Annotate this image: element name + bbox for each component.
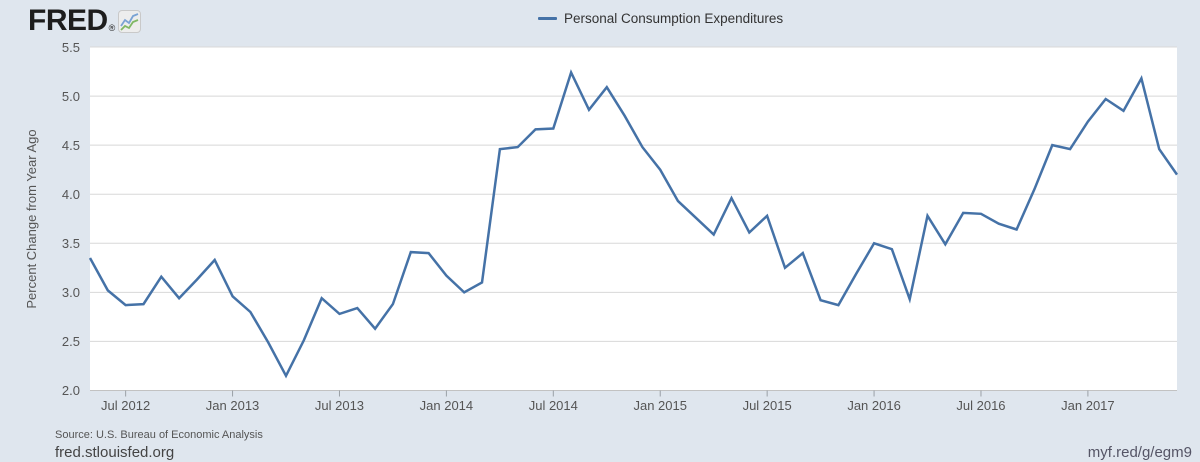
- plot-area: [90, 47, 1177, 391]
- y-tick-label: 2.0: [61, 383, 80, 398]
- x-tick-label: Jan 2013: [205, 398, 260, 413]
- y-tick-label: 4.0: [61, 186, 80, 202]
- y-tick-label: 5.0: [61, 88, 80, 104]
- pce-line-chart: [88, 46, 1179, 397]
- series-line: [88, 69, 1179, 379]
- fred-site-link[interactable]: fred.stlouisfed.org: [55, 444, 175, 461]
- fred-logo[interactable]: FRED ®: [28, 4, 142, 38]
- x-tick-label: Jan 2014: [419, 398, 474, 413]
- registered-trademark-symbol: ®: [108, 23, 116, 33]
- y-tick-label: 4.5: [61, 137, 80, 153]
- y-axis-title: Percent Change from Year Ago: [24, 129, 39, 309]
- fred-logo-text: FRED: [28, 4, 108, 37]
- fred-chart-icon: [118, 10, 142, 38]
- short-url-link[interactable]: myf.red/g/egm9: [1087, 444, 1192, 461]
- y-tick-label: 2.5: [61, 333, 80, 349]
- x-tick-label: Jan 2016: [847, 398, 901, 413]
- x-tick-label: Jan 2015: [633, 398, 687, 413]
- y-tick-label: 3.5: [61, 235, 80, 251]
- x-tick-label: Jul 2016: [956, 398, 1006, 413]
- legend-line-swatch: [538, 17, 557, 20]
- legend: Personal Consumption Expenditures: [538, 11, 783, 26]
- x-tick-label: Jul 2013: [314, 398, 365, 413]
- x-tick-label: Jul 2015: [742, 398, 792, 413]
- x-tick-label: Jul 2014: [528, 398, 578, 413]
- y-tick-label: 3.0: [61, 284, 80, 300]
- x-tick-label: Jul 2012: [101, 398, 151, 413]
- y-tick-label: 5.5: [61, 39, 80, 55]
- legend-series-label[interactable]: Personal Consumption Expenditures: [564, 11, 784, 26]
- source-attribution: Source: U.S. Bureau of Economic Analysis: [55, 429, 263, 441]
- x-tick-label: Jan 2017: [1061, 398, 1115, 413]
